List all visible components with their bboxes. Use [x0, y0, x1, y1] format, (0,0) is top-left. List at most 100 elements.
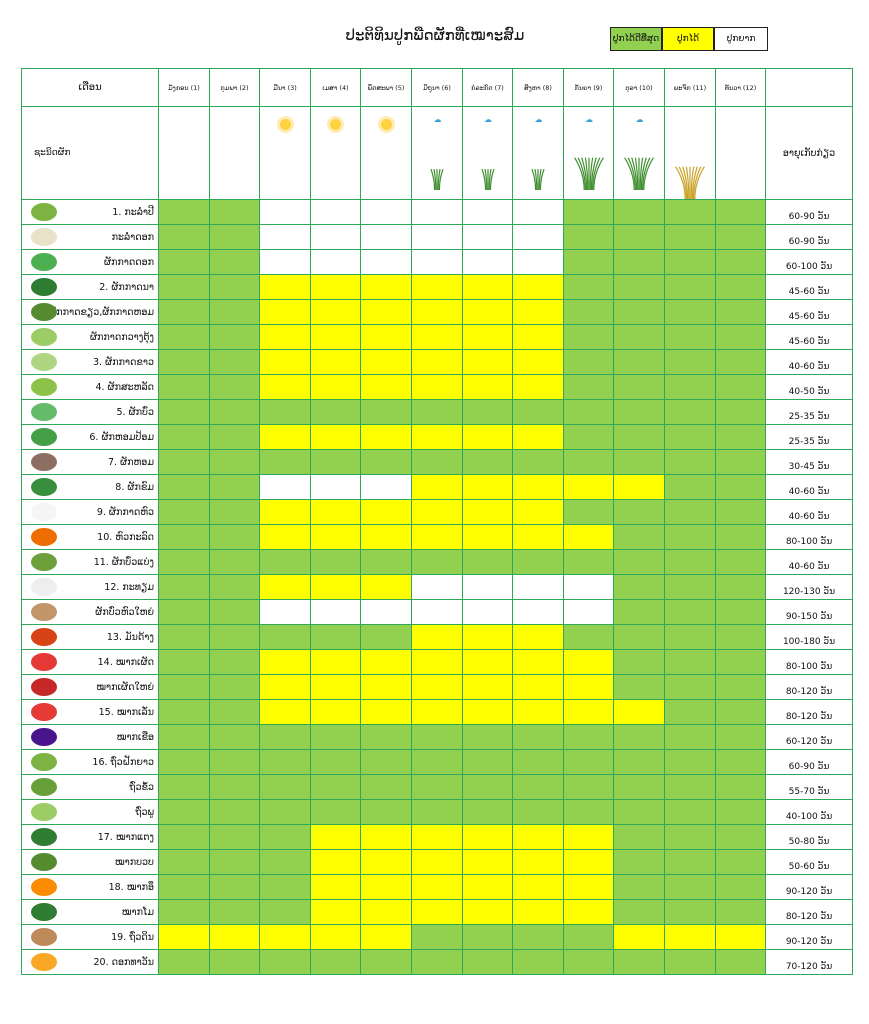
month-status-cell: [411, 574, 463, 600]
season-icon-row: ຊະນິດຜັກ ☁ ☁ ☁ ☁ ☁ ອາຍຸເກັບກ່ຽວ: [21, 106, 853, 200]
harvest-age: 80-120 ວັນ: [765, 899, 853, 925]
harvest-age: 120-130 ວັນ: [765, 574, 853, 600]
month-header-cell: ມັງກອນ (1): [158, 68, 210, 107]
month-status-cell: [664, 399, 716, 425]
month-status-cell: [411, 874, 463, 900]
month-status-cell: [209, 724, 260, 750]
season-cell: ☁: [512, 106, 564, 200]
month-status-cell: [613, 849, 665, 875]
rice-plant-icon: [430, 168, 444, 190]
month-status-cell: [664, 349, 716, 375]
month-status-cell: [512, 274, 564, 300]
month-status-cell: [664, 549, 716, 575]
vegetable-name: ໝາກເຜັດໃຫຍ່: [96, 681, 154, 693]
vegetable-row: 5. ຜັກບົ່ວ 25-35 ວັນ: [21, 399, 853, 425]
month-status-cell: [664, 599, 716, 625]
season-cell: [664, 106, 716, 200]
month-status-cell: [563, 824, 614, 850]
month-status-cell: [360, 824, 412, 850]
month-status-cell: [613, 774, 665, 800]
month-status-cell: [259, 599, 311, 625]
vegetable-row: ໝາກເຂືອ 60-120 ວັນ: [21, 724, 853, 750]
cucumber-icon: [31, 828, 57, 846]
vegetable-name-cell: ໝາກໂມ: [21, 899, 159, 925]
month-status-cell: [512, 924, 564, 950]
month-status-cell: [512, 899, 564, 925]
vegetable-name: 20. ດອກທາວັນ: [93, 956, 154, 968]
month-status-cell: [411, 224, 463, 250]
month-status-cell: [613, 624, 665, 650]
leafy-green-icon: [31, 278, 57, 296]
month-header-cell: ກັນຍາ (9): [563, 68, 614, 107]
month-status-cell: [360, 499, 412, 525]
month-status-cell: [310, 574, 361, 600]
herb-icon: [31, 453, 57, 471]
month-status-cell: [613, 224, 665, 250]
vegetable-row: ຜັກກາດດອກ 60-100 ວັນ: [21, 249, 853, 275]
harvest-age: 50-80 ວັນ: [765, 824, 853, 850]
month-status-cell: [462, 474, 513, 500]
month-status-cell: [664, 774, 716, 800]
month-status-cell: [259, 549, 311, 575]
month-status-cell: [360, 674, 412, 700]
month-status-cell: [360, 424, 412, 450]
cabbage-icon: [31, 203, 57, 221]
month-status-cell: [209, 224, 260, 250]
month-status-cell: [715, 424, 766, 450]
month-status-cell: [259, 649, 311, 675]
month-status-cell: [613, 649, 665, 675]
tomato-icon: [31, 703, 57, 721]
month-status-cell: [360, 799, 412, 825]
month-status-cell: [158, 249, 210, 275]
month-status-cell: [512, 299, 564, 325]
month-status-cell: [259, 874, 311, 900]
month-status-cell: [664, 899, 716, 925]
month-status-cell: [209, 374, 260, 400]
month-status-cell: [158, 824, 210, 850]
month-status-cell: [259, 824, 311, 850]
month-status-cell: [563, 599, 614, 625]
month-status-cell: [613, 499, 665, 525]
month-status-cell: [664, 649, 716, 675]
bell-pepper-icon: [31, 678, 57, 696]
month-status-cell: [563, 799, 614, 825]
harvest-age: 40-60 ວັນ: [765, 474, 853, 500]
month-status-cell: [360, 199, 412, 225]
bok-choy-icon: [31, 328, 57, 346]
month-status-cell: [411, 599, 463, 625]
month-status-cell: [158, 274, 210, 300]
vegetable-name: 11. ຜັກບົ່ວແບ່ງ: [93, 556, 154, 568]
month-status-cell: [259, 374, 311, 400]
month-status-cell: [310, 924, 361, 950]
month-status-cell: [715, 774, 766, 800]
month-status-cell: [563, 199, 614, 225]
month-status-cell: [462, 374, 513, 400]
month-status-cell: [715, 549, 766, 575]
month-status-cell: [158, 399, 210, 425]
month-status-cell: [360, 449, 412, 475]
vegetable-name: ຖົ່ວຂໍ້ວ: [129, 781, 154, 793]
month-status-cell: [158, 774, 210, 800]
month-status-cell: [411, 349, 463, 375]
season-cell: [715, 106, 766, 200]
month-status-cell: [158, 949, 210, 975]
month-status-cell: [563, 299, 614, 325]
month-status-cell: [360, 399, 412, 425]
harvest-rice-icon: [675, 166, 705, 199]
month-status-cell: [158, 749, 210, 775]
month-status-cell: [411, 449, 463, 475]
month-status-cell: [209, 774, 260, 800]
month-status-cell: [715, 749, 766, 775]
month-status-cell: [664, 524, 716, 550]
vegetable-name: 5. ຜັກບົ່ວ: [116, 406, 154, 418]
month-status-cell: [512, 499, 564, 525]
month-status-cell: [512, 949, 564, 975]
month-status-cell: [512, 574, 564, 600]
month-status-cell: [209, 574, 260, 600]
cauliflower-icon: [31, 228, 57, 246]
month-status-cell: [512, 674, 564, 700]
month-status-cell: [209, 699, 260, 725]
month-status-cell: [664, 699, 716, 725]
month-status-cell: [462, 849, 513, 875]
vegetable-name-cell: ໝາກເຜັດໃຫຍ່: [21, 674, 159, 700]
